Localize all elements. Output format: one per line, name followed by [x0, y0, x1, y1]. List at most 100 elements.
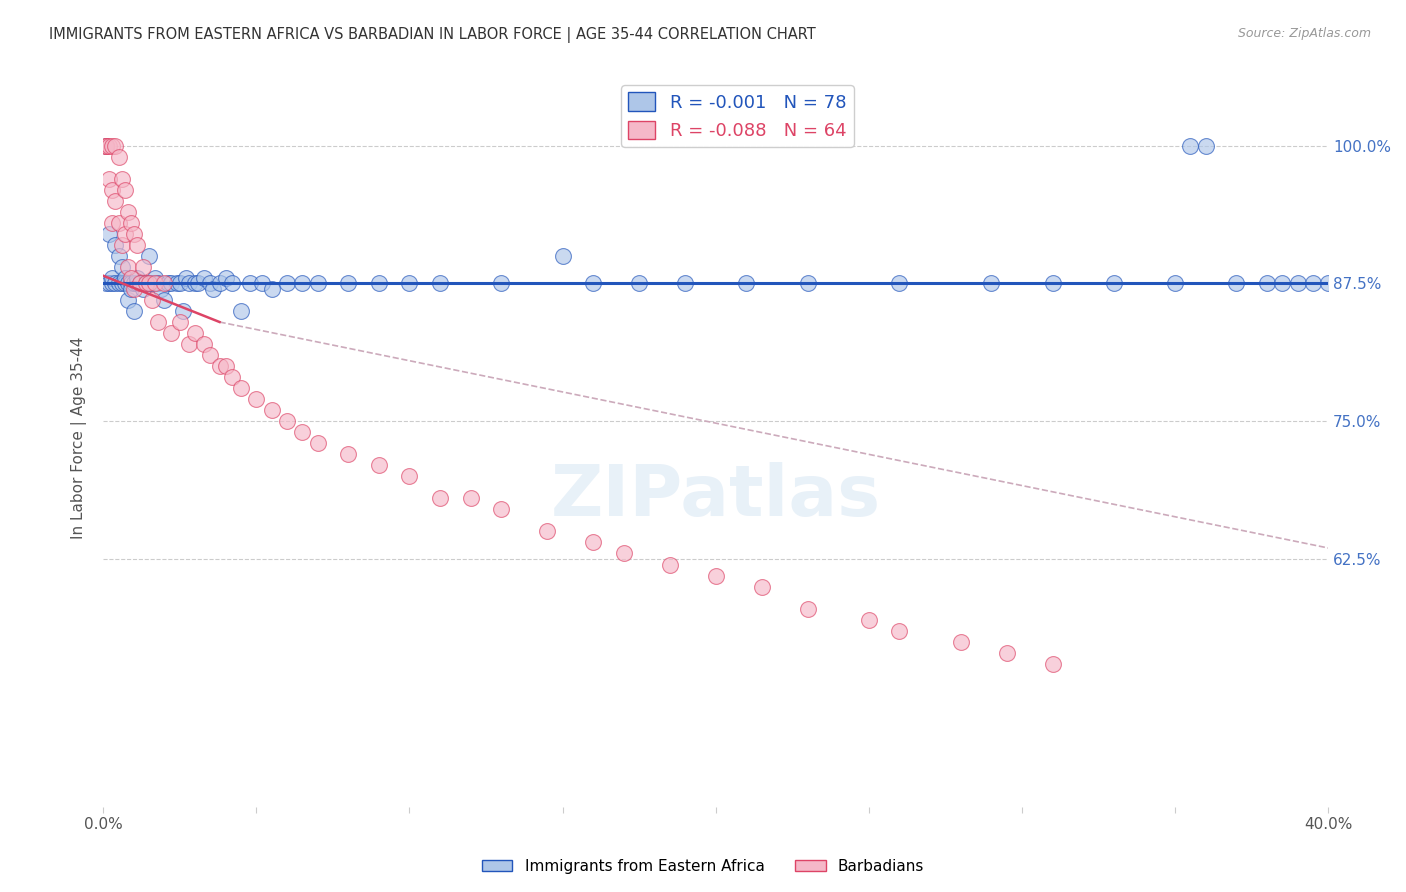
Point — [110, 238, 132, 252]
Point — [704, 568, 727, 582]
Point — [1302, 277, 1324, 291]
Point — [949, 634, 972, 648]
Legend: R = -0.001   N = 78, R = -0.088   N = 64: R = -0.001 N = 78, R = -0.088 N = 64 — [621, 85, 853, 147]
Point — [98, 277, 121, 291]
Point — [735, 277, 758, 291]
Point — [276, 277, 298, 291]
Point — [337, 277, 360, 291]
Point — [889, 624, 911, 638]
Point — [122, 304, 145, 318]
Point — [120, 216, 142, 230]
Point — [101, 271, 124, 285]
Point — [159, 326, 181, 340]
Point — [96, 138, 118, 153]
Point — [96, 138, 118, 153]
Point — [117, 204, 139, 219]
Point — [1256, 277, 1278, 291]
Point — [150, 282, 173, 296]
Point — [291, 425, 314, 440]
Point — [889, 277, 911, 291]
Point — [1042, 657, 1064, 671]
Point — [107, 150, 129, 164]
Point — [307, 277, 329, 291]
Point — [239, 277, 262, 291]
Point — [114, 277, 136, 291]
Text: IMMIGRANTS FROM EASTERN AFRICA VS BARBADIAN IN LABOR FORCE | AGE 35-44 CORRELATI: IMMIGRANTS FROM EASTERN AFRICA VS BARBAD… — [49, 27, 815, 43]
Point — [96, 277, 118, 291]
Point — [582, 277, 605, 291]
Point — [138, 277, 160, 291]
Point — [117, 293, 139, 307]
Point — [110, 171, 132, 186]
Point — [129, 277, 152, 291]
Point — [148, 277, 170, 291]
Point — [148, 315, 170, 329]
Point — [208, 359, 231, 373]
Point — [229, 381, 252, 395]
Point — [120, 271, 142, 285]
Point — [143, 277, 166, 291]
Point — [491, 277, 513, 291]
Point — [429, 277, 451, 291]
Point — [159, 277, 181, 291]
Point — [138, 249, 160, 263]
Point — [110, 277, 132, 291]
Point — [156, 277, 179, 291]
Point — [153, 277, 176, 291]
Point — [114, 271, 136, 285]
Point — [1317, 277, 1340, 291]
Point — [202, 282, 225, 296]
Point — [208, 277, 231, 291]
Point — [1180, 138, 1202, 153]
Point — [215, 359, 238, 373]
Point — [367, 277, 389, 291]
Point — [221, 370, 243, 384]
Point — [260, 403, 283, 417]
Point — [193, 337, 215, 351]
Point — [536, 524, 558, 539]
Point — [135, 277, 157, 291]
Point — [995, 646, 1018, 660]
Point — [1195, 138, 1218, 153]
Point — [291, 277, 314, 291]
Point — [177, 277, 200, 291]
Point — [104, 194, 127, 208]
Point — [117, 260, 139, 274]
Point — [1271, 277, 1294, 291]
Point — [141, 277, 163, 291]
Point — [460, 491, 482, 506]
Y-axis label: In Labor Force | Age 35-44: In Labor Force | Age 35-44 — [72, 336, 87, 539]
Point — [1102, 277, 1125, 291]
Point — [628, 277, 651, 291]
Point — [398, 469, 420, 483]
Point — [120, 282, 142, 296]
Point — [184, 326, 207, 340]
Point — [169, 277, 191, 291]
Point — [172, 304, 194, 318]
Point — [104, 138, 127, 153]
Point — [101, 216, 124, 230]
Point — [135, 277, 157, 291]
Point — [96, 138, 118, 153]
Point — [132, 282, 155, 296]
Point — [229, 304, 252, 318]
Point — [215, 271, 238, 285]
Point — [177, 337, 200, 351]
Point — [276, 414, 298, 428]
Point — [101, 277, 124, 291]
Point — [169, 315, 191, 329]
Point — [122, 277, 145, 291]
Point — [104, 238, 127, 252]
Point — [143, 271, 166, 285]
Point — [398, 277, 420, 291]
Point — [125, 238, 148, 252]
Text: Source: ZipAtlas.com: Source: ZipAtlas.com — [1237, 27, 1371, 40]
Point — [613, 546, 636, 560]
Point — [673, 277, 696, 291]
Point — [125, 271, 148, 285]
Point — [582, 535, 605, 549]
Point — [187, 277, 209, 291]
Point — [107, 277, 129, 291]
Point — [796, 277, 818, 291]
Point — [166, 277, 188, 291]
